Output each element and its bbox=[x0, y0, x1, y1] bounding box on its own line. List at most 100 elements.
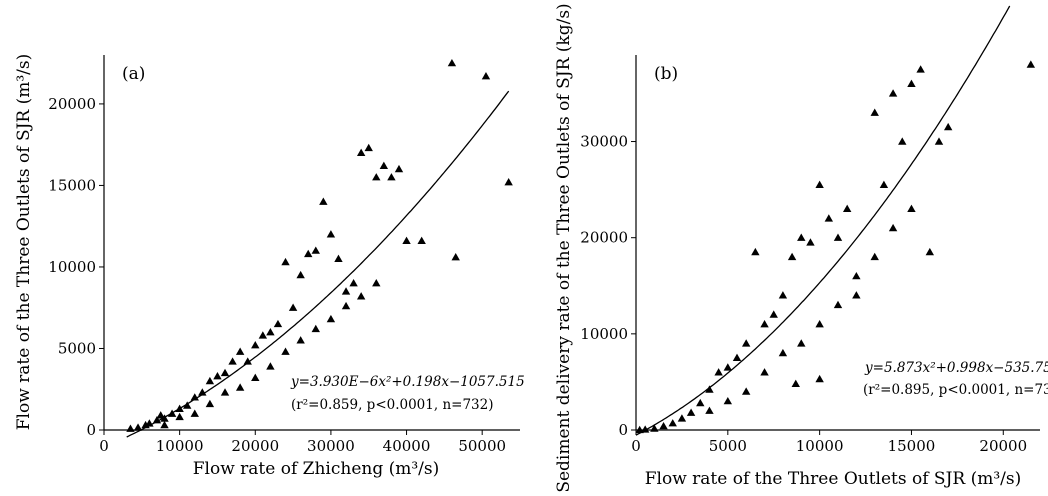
data-point bbox=[228, 357, 237, 365]
y-tick-label: 20000 bbox=[48, 95, 96, 113]
data-point bbox=[213, 371, 222, 380]
data-point bbox=[379, 161, 389, 170]
data-point bbox=[190, 409, 199, 417]
x-tick-label: 10000 bbox=[156, 437, 204, 455]
data-point bbox=[326, 230, 336, 238]
data-point bbox=[504, 177, 513, 186]
data-point bbox=[769, 310, 778, 318]
data-point bbox=[387, 173, 396, 181]
data-point bbox=[888, 89, 898, 97]
panel-b: (b) Flow rate of the Three Outlets of SJ… bbox=[554, 3, 1048, 492]
data-point bbox=[281, 257, 290, 266]
data-point bbox=[916, 65, 925, 73]
y-tick-label: 0 bbox=[86, 421, 96, 439]
data-point bbox=[235, 347, 245, 355]
y-tick-label: 30000 bbox=[580, 133, 628, 151]
data-point bbox=[133, 423, 143, 431]
data-point bbox=[220, 368, 230, 377]
data-point bbox=[243, 357, 252, 365]
data-point bbox=[251, 373, 260, 381]
x-tick-label: 15000 bbox=[888, 437, 936, 455]
panel-a-y-axis-title: Flow rate of the Three Outlets of SJR (m… bbox=[14, 54, 34, 431]
data-point bbox=[852, 291, 861, 299]
data-point bbox=[341, 287, 351, 295]
data-point bbox=[447, 58, 457, 67]
panel-b-x-axis-title: Flow rate of the Three Outlets of SJR (m… bbox=[645, 469, 1022, 489]
data-point bbox=[677, 414, 687, 422]
data-point bbox=[175, 412, 184, 421]
panel-a-ticks: 0 10000 20000 30000 40000 50000 0 5000 10000 1500… bbox=[48, 95, 506, 455]
data-point bbox=[714, 368, 723, 376]
data-point bbox=[304, 249, 313, 258]
data-point bbox=[319, 197, 328, 205]
x-tick-label: 0 bbox=[631, 437, 641, 455]
data-point bbox=[791, 379, 800, 387]
x-tick-label: 0 bbox=[99, 437, 109, 455]
data-point bbox=[205, 399, 215, 408]
y-tick-label: 10000 bbox=[580, 325, 628, 343]
data-point bbox=[705, 385, 714, 393]
data-point bbox=[833, 233, 843, 241]
x-tick-label: 30000 bbox=[307, 437, 355, 455]
data-point bbox=[668, 419, 677, 427]
data-point bbox=[824, 214, 834, 222]
data-point bbox=[417, 236, 426, 245]
x-tick-label: 5000 bbox=[709, 437, 747, 455]
data-point bbox=[907, 204, 916, 212]
data-point bbox=[852, 271, 861, 280]
data-point bbox=[741, 387, 751, 395]
y-tick-label: 20000 bbox=[580, 229, 628, 247]
data-point bbox=[797, 233, 806, 241]
panel-b-y-axis-title: Sediment delivery rate of the Three Outl… bbox=[554, 3, 574, 492]
data-point bbox=[220, 388, 230, 396]
y-tick-label: 5000 bbox=[58, 339, 96, 357]
data-point bbox=[156, 411, 165, 419]
data-point bbox=[451, 252, 460, 261]
data-point bbox=[686, 408, 696, 416]
data-point bbox=[833, 300, 843, 309]
data-point bbox=[160, 420, 169, 429]
data-point bbox=[349, 279, 358, 287]
data-point bbox=[925, 247, 935, 256]
panel-a-fit-equation: y=3.930E−6x²+0.198x−1057.515 bbox=[290, 374, 525, 390]
data-point bbox=[778, 348, 788, 357]
panel-a-points bbox=[126, 58, 513, 432]
data-point bbox=[251, 341, 260, 349]
data-point bbox=[723, 396, 733, 405]
panel-a-fit-curve bbox=[126, 90, 510, 438]
panel-b-label: (b) bbox=[654, 64, 678, 84]
data-point bbox=[394, 164, 404, 173]
data-point bbox=[842, 204, 852, 212]
data-point bbox=[806, 238, 815, 246]
panel-a: (a) Flow rate of Zhicheng (m³/s) Flow ra… bbox=[14, 54, 525, 479]
data-point bbox=[760, 320, 769, 328]
data-point bbox=[281, 347, 290, 355]
data-point bbox=[815, 320, 824, 328]
data-point bbox=[334, 254, 343, 262]
data-point bbox=[341, 301, 351, 310]
data-point bbox=[751, 247, 760, 256]
data-point bbox=[481, 71, 491, 80]
data-point bbox=[126, 424, 135, 432]
data-point bbox=[696, 398, 705, 407]
data-point bbox=[888, 223, 898, 232]
data-point bbox=[372, 279, 381, 287]
data-point bbox=[760, 368, 769, 376]
data-point bbox=[266, 327, 275, 336]
x-tick-label: 50000 bbox=[458, 437, 506, 455]
data-point bbox=[898, 137, 907, 145]
panel-a-fit-stats: (r²=0.859, p<0.0001, n=732) bbox=[291, 397, 494, 413]
y-tick-label: 15000 bbox=[48, 176, 96, 194]
data-point bbox=[907, 79, 916, 87]
data-point bbox=[815, 180, 824, 188]
data-point bbox=[870, 252, 879, 261]
y-tick-label: 0 bbox=[618, 421, 628, 439]
data-point bbox=[372, 173, 381, 181]
x-tick-label: 40000 bbox=[383, 437, 431, 455]
data-point bbox=[723, 363, 733, 371]
x-tick-label: 20000 bbox=[231, 437, 279, 455]
data-point bbox=[190, 393, 199, 401]
data-point bbox=[326, 314, 336, 323]
data-point bbox=[934, 137, 944, 145]
panel-b-points bbox=[635, 60, 1036, 434]
